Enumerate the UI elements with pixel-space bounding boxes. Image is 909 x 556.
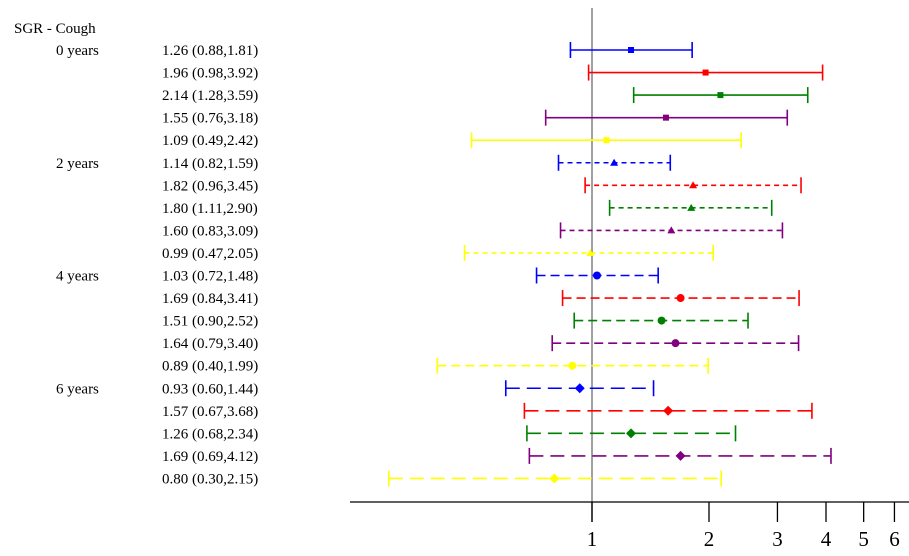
point-estimate-circle	[568, 361, 577, 370]
group-label: 0 years	[56, 43, 99, 59]
point-estimate-diamond	[675, 450, 686, 461]
estimate-ci-text: 1.26 (0.88,1.81)	[162, 43, 258, 59]
estimate-ci-text: 1.14 (0.82,1.59)	[162, 156, 258, 172]
estimate-ci-text: 0.99 (0.47,2.05)	[162, 246, 258, 262]
x-tick-label: 4	[821, 527, 832, 551]
point-estimate-circle	[676, 294, 685, 303]
estimate-ci-text: 1.69 (0.84,3.41)	[162, 291, 258, 307]
point-estimate-circle	[592, 271, 601, 280]
point-estimate-circle	[657, 316, 666, 325]
estimate-ci-text: 1.51 (0.90,2.52)	[162, 314, 258, 330]
point-estimate-square	[702, 69, 709, 76]
estimate-ci-text: 1.60 (0.83,3.09)	[162, 223, 258, 239]
estimate-ci-text: 1.03 (0.72,1.48)	[162, 269, 258, 285]
point-estimate-circle	[671, 339, 680, 348]
estimate-ci-text: 1.96 (0.98,3.92)	[162, 66, 258, 82]
estimate-ci-text: 1.64 (0.79,3.40)	[162, 336, 258, 352]
x-tick-label: 1	[587, 527, 598, 551]
estimate-ci-text: 1.09 (0.49,2.42)	[162, 133, 258, 149]
estimate-ci-text: 0.89 (0.40,1.99)	[162, 359, 258, 375]
point-estimate-diamond	[549, 473, 560, 484]
x-tick-label: 2	[704, 527, 715, 551]
interval-marks	[387, 42, 832, 487]
point-estimate-triangle	[586, 248, 595, 256]
point-estimate-square	[628, 47, 635, 53]
estimate-ci-text: 1.57 (0.67,3.68)	[162, 404, 258, 420]
point-estimate-triangle	[667, 226, 676, 234]
group-label: 6 years	[56, 381, 99, 397]
group-label: 2 years	[56, 156, 99, 172]
point-estimate-triangle	[687, 203, 696, 211]
point-estimate-square	[603, 137, 610, 144]
point-estimate-square	[717, 92, 724, 99]
point-estimate-diamond	[574, 383, 585, 394]
estimate-ci-text: 1.69 (0.69,4.12)	[162, 449, 258, 465]
point-estimate-diamond	[626, 428, 637, 439]
estimate-ci-text: 1.26 (0.68,2.34)	[162, 426, 258, 442]
point-estimate-square	[662, 114, 669, 121]
x-tick-label: 3	[772, 527, 783, 551]
group-label: 4 years	[56, 269, 99, 285]
estimate-ci-text: 2.14 (1.28,3.59)	[162, 88, 258, 104]
estimate-ci-text: 0.93 (0.60,1.44)	[162, 381, 258, 397]
estimate-ci-text: 1.80 (1.11,2.90)	[162, 201, 258, 217]
x-tick-label: 6	[889, 527, 900, 551]
x-tick-label: 5	[858, 527, 869, 551]
chart-title: SGR - Cough	[14, 21, 96, 37]
point-estimate-triangle	[689, 181, 698, 189]
point-estimate-diamond	[663, 405, 674, 416]
row-labels: 0 years 1.26 (0.88,1.81) 1.96 (0.98,3.92) 2…	[56, 43, 258, 487]
estimate-ci-text: 1.82 (0.96,3.45)	[162, 178, 258, 194]
point-estimate-triangle	[610, 158, 619, 166]
estimate-ci-text: 0.80 (0.30,2.15)	[162, 471, 258, 487]
estimate-ci-text: 1.55 (0.76,3.18)	[162, 111, 258, 127]
